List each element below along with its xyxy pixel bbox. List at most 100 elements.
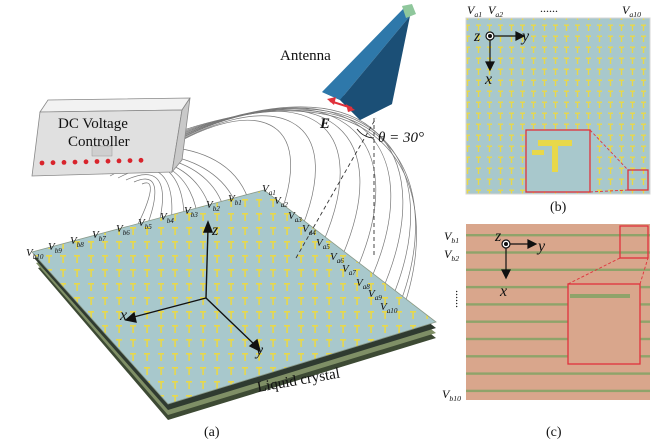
- voltage-label-a7: Va7: [342, 263, 356, 277]
- voltage-label-b6-main: V: [116, 223, 124, 235]
- bias-stripe: [466, 234, 650, 237]
- bias-stripe: [466, 285, 650, 289]
- voltage-label-a5-main: V: [316, 237, 324, 249]
- panel-b-va1: Va1: [467, 3, 482, 19]
- controller-led: [61, 160, 67, 165]
- panel-c-vb10-main: V: [442, 387, 451, 401]
- voltage-label-b4-main: V: [160, 211, 168, 223]
- voltage-label-b9-sub: b9: [55, 247, 63, 255]
- panel-b-axes: [485, 31, 526, 72]
- bias-stripe: [466, 337, 650, 341]
- voltage-label-a7-main: V: [342, 263, 350, 275]
- voltage-label-b3: Vb3: [184, 205, 198, 219]
- panel-b-va10: Va10: [622, 3, 641, 19]
- controller-label-line1: DC Voltage: [58, 116, 128, 132]
- panel-b-va1-main: V: [467, 3, 476, 17]
- voltage-label-a2-sub: a2: [281, 201, 289, 209]
- voltage-label-a10-sub: a10: [387, 307, 398, 315]
- voltage-label-a6-main: V: [330, 251, 338, 263]
- voltage-label-a9: Va9: [368, 288, 382, 302]
- panel-c-z-label: z: [494, 228, 502, 245]
- voltage-label-b8: Vb8: [70, 235, 84, 249]
- controller-led: [105, 158, 111, 164]
- panel-c-axes: [501, 239, 538, 280]
- panel-b-va2-main: V: [488, 3, 497, 17]
- voltage-label-a9-sub: a9: [375, 294, 383, 302]
- panel-c-vb2-sub: b2: [451, 254, 459, 263]
- voltage-label-b5: Vb5: [138, 217, 152, 231]
- panel-b-va2-sub: a2: [495, 10, 503, 19]
- bias-stripe: [466, 320, 650, 323]
- bias-stripe: [466, 389, 650, 393]
- controller-led: [116, 158, 122, 164]
- panel-b-z-label: z: [473, 28, 481, 45]
- voltage-label-b5-sub: b5: [145, 223, 153, 231]
- bias-stripe: [466, 372, 650, 375]
- voltage-label-b7: Vb7: [92, 229, 106, 243]
- controller-led: [138, 157, 144, 163]
- controller-led: [39, 160, 45, 166]
- bias-stripe: [466, 303, 650, 306]
- voltage-label-a3-sub: a3: [295, 216, 303, 224]
- voltage-label-b7-sub: b7: [99, 235, 107, 243]
- voltage-label-a3-main: V: [288, 210, 296, 222]
- voltage-label-a4: Va4: [302, 223, 316, 237]
- bias-stripe: [466, 251, 650, 254]
- voltage-label-b1: Vb1: [228, 193, 242, 207]
- voltage-label-b10-main: V: [26, 247, 34, 259]
- panel-label-b: (b): [550, 200, 567, 215]
- voltage-label-b9: Vb9: [48, 241, 62, 255]
- voltage-label-a8-main: V: [356, 277, 364, 289]
- voltage-label-a2: Va2: [274, 195, 288, 209]
- panel-b: Va1 Va2...... Va10 z y x (b): [465, 1, 651, 215]
- panel-c-zoom-inset: [567, 283, 641, 365]
- panel-b-zoom-inset: [525, 129, 591, 193]
- voltage-label-a1-sub: a1: [269, 189, 276, 197]
- incidence-line: [295, 117, 377, 259]
- voltage-label-a7-sub: a7: [349, 269, 357, 277]
- voltage-label-b2: Vb2: [206, 199, 220, 213]
- voltage-label-a10: Va10: [380, 301, 398, 315]
- voltage-label-b7-main: V: [92, 229, 100, 241]
- voltage-label-b8-main: V: [70, 235, 78, 247]
- controller-led: [127, 158, 133, 164]
- panel-b-ellipsis: ......: [540, 1, 558, 15]
- controller-led: [83, 159, 89, 165]
- controller-led: [94, 159, 100, 164]
- panel-c-vb2: Vb2: [444, 247, 459, 263]
- panel-c-vb2-main: V: [444, 247, 453, 261]
- voltage-label-b1-main: V: [228, 193, 236, 205]
- voltage-label-a10-main: V: [380, 301, 388, 313]
- voltage-label-a6-sub: a6: [337, 257, 345, 265]
- panel-a: DC Voltage Controller z x y: [26, 4, 437, 440]
- voltage-label-b2-main: V: [206, 199, 214, 211]
- horn-antenna: [322, 4, 416, 120]
- panel-c-ellipsis: ......: [453, 290, 467, 308]
- dc-voltage-controller: DC Voltage Controller: [31, 97, 191, 177]
- panel-b-va1-sub: a1: [474, 10, 482, 19]
- voltage-label-b6-sub: b6: [123, 229, 131, 237]
- panel-c-vb1-main: V: [444, 229, 453, 243]
- panel-b-voltage-header: Va1 Va2...... Va10: [467, 1, 641, 19]
- panel-label-c: (c): [546, 425, 562, 440]
- controller-led: [72, 159, 78, 165]
- antenna-label: Antenna: [280, 48, 331, 64]
- panel-b-va2: Va2: [488, 3, 503, 19]
- bias-stripe: [466, 355, 650, 358]
- voltage-label-b4-sub: b4: [167, 217, 175, 225]
- panel-c-vb10-sub: b10: [449, 394, 461, 403]
- panel-c-vb10: Vb10: [442, 387, 461, 403]
- angle-arc: [356, 128, 375, 139]
- voltage-label-b10-sub: b10: [33, 253, 44, 261]
- panel-c-y-label: y: [536, 238, 546, 255]
- voltage-label-b3-sub: b3: [191, 211, 199, 219]
- voltage-label-b5-main: V: [138, 217, 146, 229]
- voltage-label-b1-sub: b1: [235, 199, 242, 207]
- voltage-label-b9-main: V: [48, 241, 56, 253]
- bias-stripes: [466, 234, 650, 393]
- voltage-label-b8-sub: b8: [77, 241, 85, 249]
- controller-led-row: [39, 157, 144, 166]
- board-axes: [124, 220, 262, 353]
